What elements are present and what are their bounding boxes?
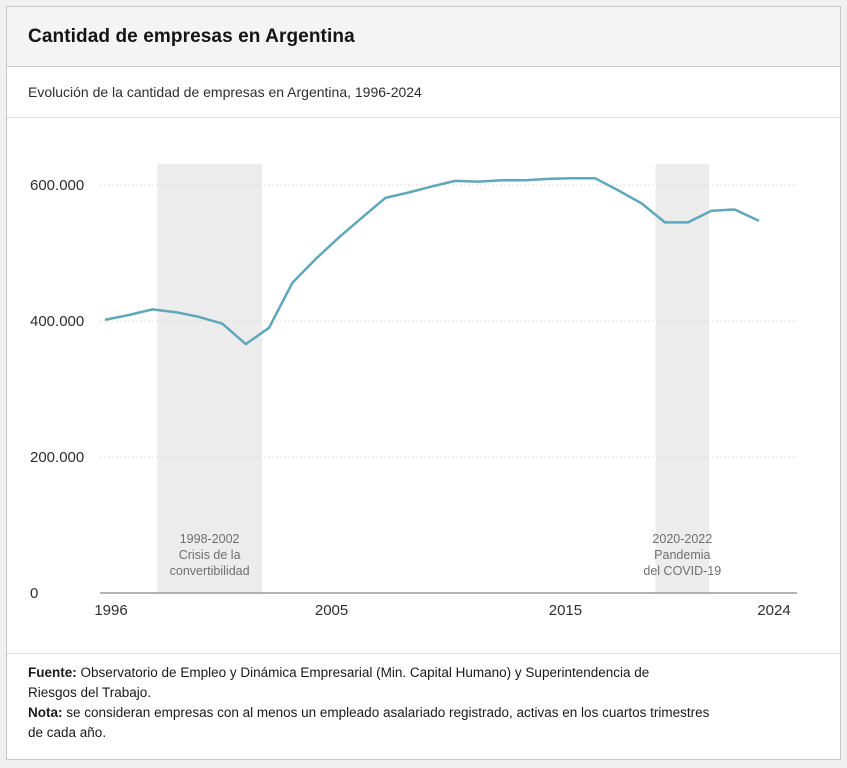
y-axis-label: 400.000: [30, 313, 84, 330]
source-line: Fuente: Observatorio de Empleo y Dinámic…: [28, 663, 785, 702]
y-axis-label: 200.000: [30, 449, 84, 466]
region-annotation-1: del COVID-19: [643, 564, 721, 578]
source-label: Fuente:: [28, 665, 77, 680]
region-annotation-0: convertibilidad: [170, 564, 250, 578]
region-annotation-1: 2020-2022: [652, 532, 712, 546]
region-annotation-1: Pandemia: [654, 548, 710, 562]
note-text-1: se consideran empresas con al menos un e…: [66, 705, 710, 720]
chart-subtitle: Evolución de la cantidad de empresas en …: [28, 84, 422, 100]
x-axis-label: 2005: [315, 602, 348, 619]
highlight-region-0: [157, 164, 263, 593]
chart-header: Cantidad de empresas en Argentina: [7, 7, 840, 67]
chart-area: 0 200.000 400.000 600.000 1996 2005 2015 2024 19…: [7, 118, 840, 653]
region-annotation-0: 1998-2002: [180, 532, 240, 546]
note-line: Nota: se consideran empresas con al meno…: [28, 703, 785, 742]
note-text-2: de cada año.: [28, 724, 107, 740]
y-axis-label: 600.000: [30, 177, 84, 194]
source-text-1: Observatorio de Empleo y Dinámica Empres…: [80, 665, 650, 680]
region-annotation-0: Crisis de la: [179, 548, 241, 562]
chart-card: Cantidad de empresas en Argentina Evoluc…: [6, 6, 841, 760]
x-axis-label: 1996: [94, 602, 127, 619]
chart-footer: Fuente: Observatorio de Empleo y Dinámic…: [7, 653, 840, 759]
chart-subtitle-band: Evolución de la cantidad de empresas en …: [7, 67, 840, 118]
highlight-region-1: [655, 164, 710, 593]
source-text-2: Riesgos del Trabajo.: [28, 684, 152, 700]
page-title: Cantidad de empresas en Argentina: [28, 25, 355, 47]
chart-svg: 0 200.000 400.000 600.000 1996 2005 2015 2024 19…: [30, 164, 797, 619]
x-axis-label: 2015: [549, 602, 582, 619]
y-axis-label: 0: [30, 585, 38, 602]
note-label: Nota:: [28, 705, 63, 720]
x-axis-label: 2024: [757, 602, 790, 619]
line-series: [104, 176, 760, 346]
